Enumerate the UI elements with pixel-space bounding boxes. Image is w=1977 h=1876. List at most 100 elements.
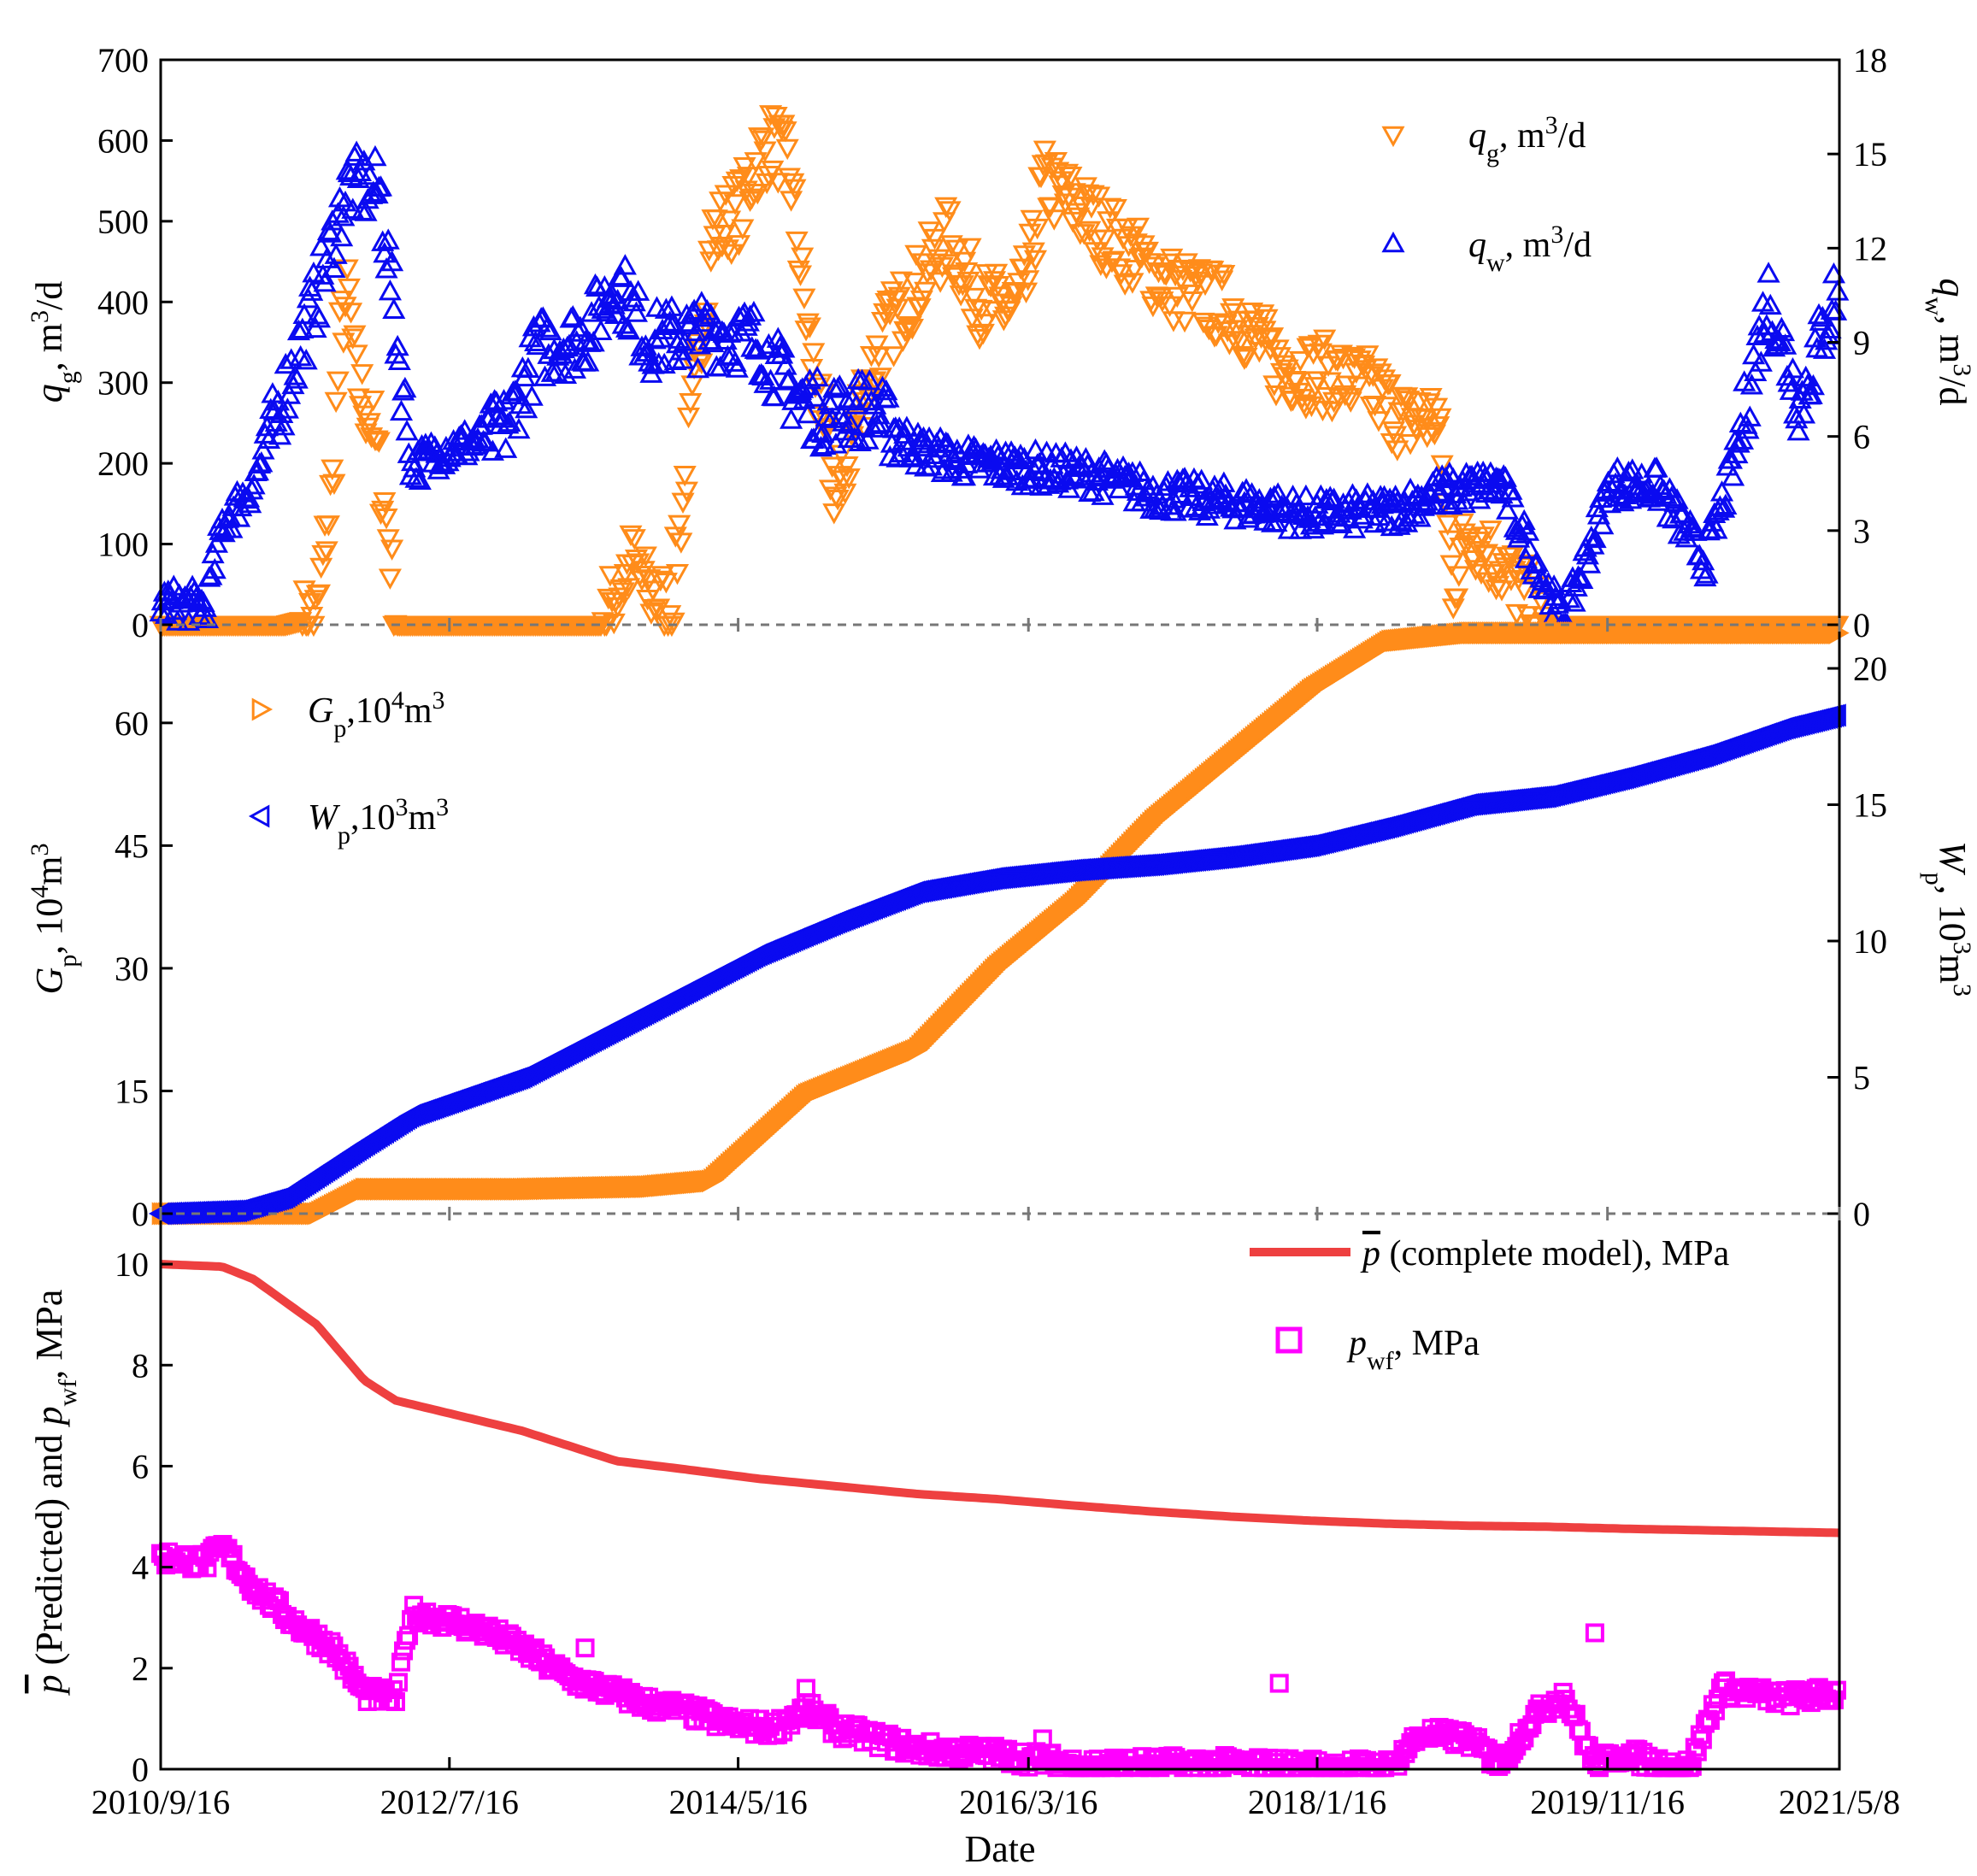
qw-point [292,303,316,324]
qw-point [1583,526,1607,549]
qw-point [815,405,838,426]
qw-point [1277,518,1301,539]
qg-point [1445,588,1469,609]
qw-point [613,254,637,275]
qg-point [677,407,701,429]
qw-point [1262,485,1286,506]
qg-point [1356,345,1380,367]
qw-point [893,422,917,444]
qw-point [624,301,649,322]
qg-point [1165,286,1189,309]
qw-point [330,225,354,247]
qw-point [313,271,337,292]
y-tick-label: 45 [115,826,149,865]
qw-point [909,432,933,454]
qg-point [945,239,969,262]
legend-qw-marker [1381,231,1405,253]
qw-point [1302,517,1326,539]
qg-point [802,343,826,364]
qg-point [1197,319,1221,341]
qw-point [1056,468,1080,490]
qw-point [874,379,898,401]
qg-point [1367,411,1391,432]
qg-point [668,515,691,536]
y-axis-label-qw: qw, m3/d [1921,278,1977,405]
qw-point [1329,512,1353,534]
qg-point [673,466,697,487]
y-tick-label: 600 [97,121,149,160]
y-tick-label: 18 [1853,41,1887,79]
x-tick-label: 2012/7/16 [380,1783,519,1821]
qg-point [1447,566,1471,587]
qg-point [679,392,703,415]
qg-point [766,173,790,194]
qg-point [934,197,958,219]
qw-point [1430,464,1454,485]
qg-point [326,371,350,393]
qw-point [303,316,327,338]
qg-point [1059,166,1083,188]
qg-point [1482,563,1506,585]
qg-point [606,597,630,619]
qw-point [805,365,829,387]
qw-point [357,163,381,185]
qg-point [1234,347,1258,369]
qg-point [774,121,797,143]
qg-point [1212,264,1236,286]
qg-point [1436,515,1460,536]
qg-point [783,179,807,201]
qw-point [201,542,225,564]
qg-point [1315,386,1339,409]
qg-point [1318,372,1342,393]
qw-point [1708,495,1732,516]
qg-point [797,317,821,338]
x-tick-label: 2018/1/16 [1248,1783,1386,1821]
qg-point [833,483,857,505]
qw-point [796,402,820,424]
y-tick-label: 8 [132,1346,149,1385]
qw-point [1578,552,1602,573]
qw-point [324,243,348,264]
panel-cumulative-data [148,621,1850,1226]
qw-point [1439,493,1463,515]
qw-point [1575,543,1599,565]
qw-point [395,419,419,441]
qg-point [357,413,381,434]
y-tick-label: 12 [1853,229,1887,268]
qw-point [1684,520,1708,541]
qg-point [1256,329,1280,351]
qg-point [1313,329,1337,351]
qg-point [921,238,944,261]
qw-point [895,415,919,437]
qw-point [362,180,385,202]
qw-point [868,411,892,433]
qw-point [1195,504,1219,526]
y-tick-label: 30 [115,950,149,988]
qw-point [1728,411,1752,433]
y-tick-label: 3 [1853,512,1870,550]
qw-point [622,290,646,312]
qw-point [220,517,244,538]
qw-point [348,160,373,182]
qw-point [333,191,357,212]
qg-point [1439,555,1463,576]
qw-point [401,450,425,472]
qg-point [344,344,368,366]
qw-point [1714,493,1738,515]
qw-point [393,376,417,398]
qg-point [360,427,384,449]
qw-point [376,228,400,250]
y-tick-label: 4 [132,1549,149,1587]
y-axis-label-gp: Gp, 104m3 [26,843,82,994]
qw-point [1091,484,1115,505]
qg-point [1092,229,1116,251]
qg-point [1023,250,1048,272]
qw-point [1516,520,1540,541]
qw-point [627,279,650,301]
qw-point [997,459,1021,480]
qg-point [680,375,704,397]
legend-qg: qg, m3/d [1468,111,1586,168]
qw-point [315,247,338,268]
qw-point [1605,456,1629,478]
qg-point [674,481,698,503]
